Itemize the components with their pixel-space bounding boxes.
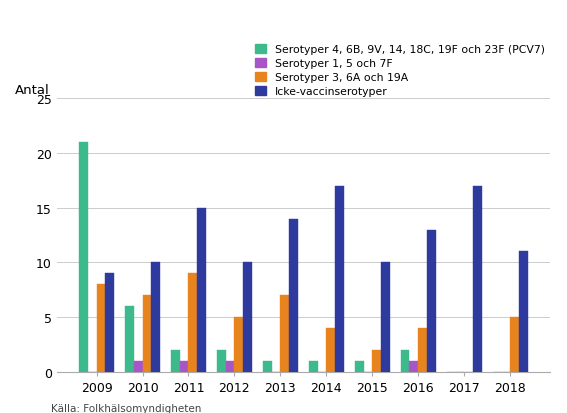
Bar — [105, 273, 114, 372]
Bar — [180, 361, 188, 372]
Bar — [226, 361, 234, 372]
Bar — [335, 186, 344, 372]
Legend: Serotyper 4, 6B, 9V, 14, 18C, 19F och 23F (PCV7), Serotyper 1, 5 och 7F, Serotyp: Serotyper 4, 6B, 9V, 14, 18C, 19F och 23… — [255, 45, 544, 97]
Text: Källa: Folkhälsomyndigheten: Källa: Folkhälsomyndigheten — [51, 403, 201, 413]
Bar — [217, 350, 226, 372]
Bar — [473, 186, 481, 372]
Bar — [243, 263, 252, 372]
Bar — [309, 361, 318, 372]
Bar — [79, 143, 88, 372]
Bar — [289, 219, 298, 372]
Text: Antal: Antal — [15, 83, 49, 96]
Bar — [171, 350, 180, 372]
Bar — [427, 230, 435, 372]
Bar — [373, 350, 381, 372]
Bar — [151, 263, 160, 372]
Bar — [197, 208, 206, 372]
Bar — [142, 295, 151, 372]
Bar — [280, 295, 289, 372]
Bar — [381, 263, 390, 372]
Bar — [234, 317, 243, 372]
Bar — [96, 285, 105, 372]
Bar — [134, 361, 142, 372]
Bar — [418, 328, 427, 372]
Bar — [263, 361, 272, 372]
Bar — [401, 350, 409, 372]
Bar — [409, 361, 418, 372]
Bar — [125, 306, 134, 372]
Bar — [519, 252, 527, 372]
Bar — [327, 328, 335, 372]
Bar — [355, 361, 363, 372]
Bar — [188, 273, 197, 372]
Bar — [510, 317, 519, 372]
